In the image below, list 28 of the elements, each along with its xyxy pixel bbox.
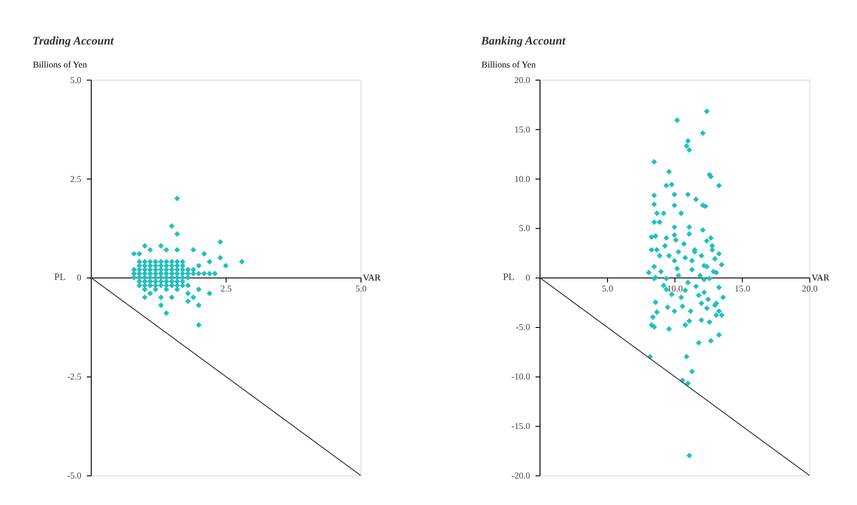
x-axis-title: VAR bbox=[812, 272, 830, 283]
y-tick-label: 5.0 bbox=[518, 223, 531, 234]
text: PL bbox=[502, 272, 514, 284]
chart-title: Trading Account bbox=[32, 34, 114, 48]
y-tick-label: -5.0 bbox=[67, 470, 82, 481]
y-tick-label: -15.0 bbox=[511, 421, 531, 432]
x-tick-label: 15.0 bbox=[734, 283, 751, 294]
x-tick-label: 2.5 bbox=[220, 283, 232, 294]
x-tick-label: 20.0 bbox=[802, 283, 818, 294]
y-tick-label: 2.5 bbox=[70, 174, 82, 184]
y-axis-title: Billions of Yen bbox=[32, 60, 88, 70]
text: PL bbox=[54, 272, 66, 284]
x-axis-title: VAR bbox=[362, 272, 381, 283]
x-tick-label: 5.0 bbox=[602, 283, 614, 294]
y-tick-label: 20.0 bbox=[514, 74, 531, 85]
x-tick-label: 10.0 bbox=[667, 283, 684, 294]
y-tick-label: 0 bbox=[76, 272, 82, 283]
y-tick-label: -2.5 bbox=[67, 372, 82, 382]
y-tick-label: 15.0 bbox=[514, 124, 531, 134]
y-tick-label: -5.0 bbox=[516, 322, 531, 332]
y-tick-label: 10.0 bbox=[514, 174, 531, 184]
chart-title: Banking Account bbox=[480, 34, 566, 48]
y-tick-label: -20.0 bbox=[511, 470, 531, 481]
y-axis-title: Billions of Yen bbox=[482, 60, 536, 70]
x-tick-label: 5.0 bbox=[355, 283, 368, 294]
y-tick-label: -10.0 bbox=[511, 372, 531, 382]
y-tick-label: 5.0 bbox=[70, 74, 82, 85]
y-tick-label: 0 bbox=[526, 272, 531, 283]
